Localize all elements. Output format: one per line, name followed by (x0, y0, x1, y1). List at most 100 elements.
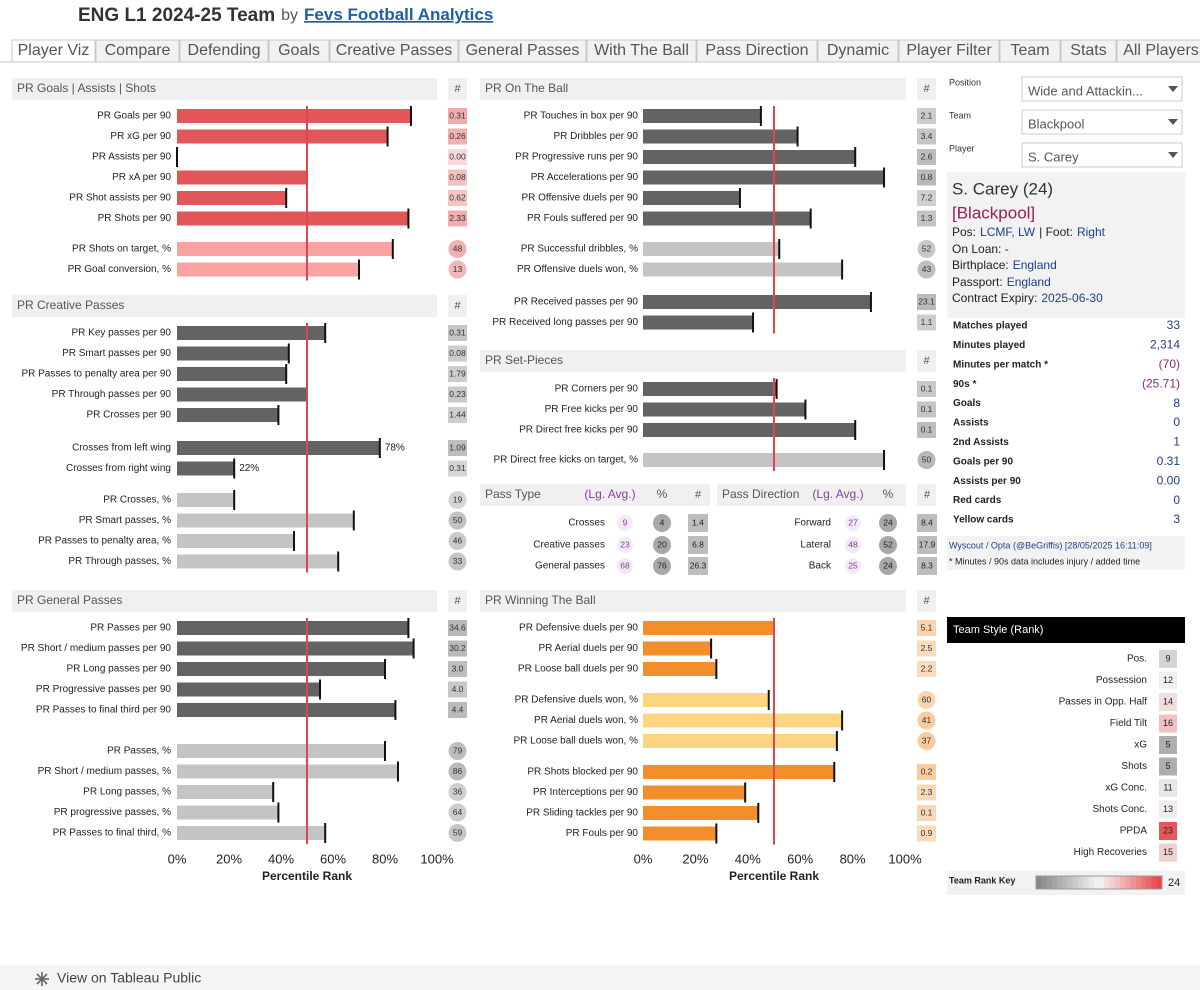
value-circle (917, 711, 936, 730)
tab[interactable] (329, 39, 459, 63)
tab-label[interactable]: Compare (105, 42, 171, 59)
key-swatch (1036, 876, 1042, 889)
bar (643, 713, 843, 728)
value-text: 33 (453, 556, 463, 566)
tab[interactable] (999, 39, 1061, 63)
tab-active[interactable] (11, 39, 96, 63)
dropdown-value[interactable]: S. Carey (1028, 149, 1079, 164)
panel-header (12, 295, 437, 317)
metric-label: PR Key passes per 90 (72, 328, 172, 339)
tab-label[interactable]: Creative Passes (336, 42, 453, 59)
value-text: 3.4 (921, 131, 933, 141)
header-author[interactable]: Fevs Football Analytics (304, 5, 493, 24)
tab-label[interactable]: Goals (278, 42, 320, 59)
pass-label: Forward (794, 518, 831, 529)
value-cell (448, 640, 467, 657)
x-tick-label: 40% (268, 851, 294, 866)
dropdown[interactable] (1021, 142, 1183, 168)
stat-label: Goals per 90 (953, 456, 1013, 467)
bar (177, 744, 385, 758)
player-info: Passport: England (952, 275, 1051, 289)
tab-label[interactable]: Defending (188, 42, 261, 59)
value-cell (448, 149, 467, 165)
metric-label: PR Shots per 90 (98, 213, 172, 224)
value-text: 2.6 (921, 151, 933, 161)
pass-label: Lateral (800, 540, 831, 551)
value-circle (448, 783, 467, 801)
value-text: 1.44 (449, 409, 466, 419)
bar (177, 408, 279, 422)
tab-label[interactable]: Player Viz (18, 42, 90, 59)
value-text: 1.09 (449, 442, 466, 452)
tab-label[interactable]: Player Filter (906, 42, 992, 59)
tab[interactable] (1060, 39, 1117, 63)
tab-label[interactable]: Pass Direction (705, 42, 808, 59)
tab[interactable] (458, 39, 587, 63)
tab[interactable] (268, 39, 330, 63)
team-style-label: Shots (1121, 761, 1147, 772)
tab[interactable] (817, 39, 899, 63)
value-cell (448, 366, 467, 382)
value-text: 0.62 (449, 192, 466, 202)
x-axis-label: Percentile Rank (262, 869, 352, 883)
key-swatch (1141, 876, 1147, 889)
dropdown-arrow[interactable] (1168, 119, 1178, 125)
metric-label: PR Through passes, % (68, 556, 171, 567)
pct-circle (653, 514, 671, 532)
team-style-label: Shots Conc. (1093, 804, 1147, 815)
value-text: 36 (453, 786, 463, 796)
bar (643, 382, 777, 396)
metric-label: Crosses from right wing (66, 463, 171, 474)
pass-label: Creative passes (533, 540, 605, 551)
value-cell (448, 190, 467, 206)
table-header (480, 484, 710, 506)
metric-label: PR Progressive passes per 90 (36, 684, 172, 695)
dropdown[interactable] (1021, 76, 1183, 102)
value-circle (448, 803, 467, 822)
metric-label: PR Assists per 90 (92, 152, 171, 163)
dropdown-arrow[interactable] (1168, 152, 1178, 158)
tab-label[interactable]: All Players (1123, 42, 1199, 59)
tab-label[interactable]: Stats (1070, 42, 1106, 59)
team-style-label: High Recoveries (1074, 847, 1147, 858)
tab[interactable] (898, 39, 1000, 63)
tableau-icon (35, 972, 49, 986)
tab[interactable] (1116, 39, 1200, 63)
value-cell (448, 128, 467, 145)
tab-label[interactable]: Team (1010, 42, 1049, 59)
bar (177, 554, 339, 569)
bar (177, 513, 354, 528)
value-text: 79 (453, 745, 463, 755)
stat-value: 8 (1173, 396, 1180, 410)
count-value: 6.8 (692, 539, 704, 549)
value-text: 0.1 (921, 807, 933, 817)
rank-cell (1159, 779, 1177, 797)
key-swatch (1072, 876, 1079, 889)
tab[interactable] (586, 39, 697, 63)
value-text: 0.1 (921, 404, 933, 414)
bar (643, 641, 712, 656)
tab-label[interactable]: With The Ball (594, 42, 689, 59)
x-tick-label: 20% (682, 851, 708, 866)
dropdown-value[interactable]: Blackpool (1028, 116, 1084, 131)
metric-label: PR Smart passes, % (79, 515, 171, 526)
bar (177, 326, 326, 340)
bar (177, 346, 289, 361)
footer-link[interactable]: View on Tableau Public (57, 970, 201, 986)
dropdown[interactable] (1021, 109, 1183, 135)
avg-value: 68 (620, 560, 630, 570)
stat-label: Minutes per match * (953, 359, 1048, 370)
value-cell (917, 422, 936, 438)
tab-label[interactable]: General Passes (466, 42, 580, 59)
avg-value: 27 (848, 517, 858, 527)
tab[interactable] (95, 39, 180, 63)
panel-header (480, 78, 906, 100)
tab[interactable] (696, 39, 818, 63)
metric-label: PR Shots blocked per 90 (527, 767, 638, 778)
value-text: 0.08 (449, 172, 466, 182)
key-swatch (1062, 876, 1068, 889)
tab[interactable] (179, 39, 269, 63)
tab-label[interactable]: Dynamic (827, 42, 889, 59)
dropdown-value[interactable]: Wide and Attackin... (1028, 83, 1143, 98)
dropdown-arrow[interactable] (1168, 86, 1178, 92)
